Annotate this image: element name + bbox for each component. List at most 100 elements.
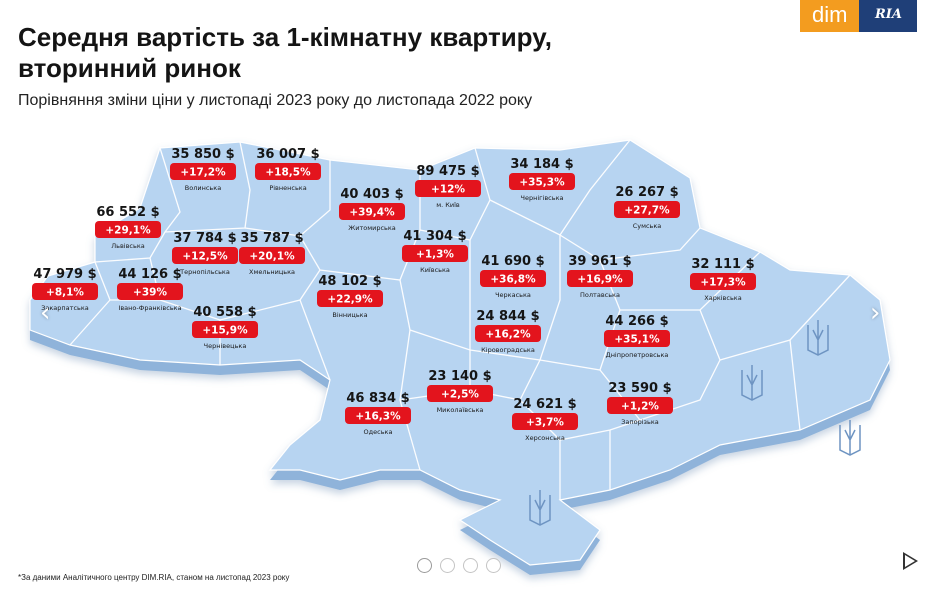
- region-label-kirovohrad: 24 844 $ +16,2% Кіровоградська: [475, 309, 541, 354]
- region-name: Вінницька: [332, 311, 367, 319]
- region-label-mykolaiv: 23 140 $ +2,5% Миколаївська: [427, 369, 493, 414]
- change-badge: [345, 407, 411, 424]
- region-label-kharkiv: 32 111 $ +17,3% Харківська: [690, 257, 756, 302]
- change-badge: [567, 270, 633, 287]
- region-name: Черкаська: [495, 291, 531, 299]
- page-subtitle: Порівняння зміни ціни у листопаді 2023 р…: [18, 92, 533, 109]
- region-change: +1,2%: [621, 401, 659, 413]
- region-change: +2,5%: [441, 389, 479, 401]
- region-price: 24 621 $: [513, 397, 576, 412]
- region-change: +27,7%: [624, 205, 670, 217]
- region-price: 35 850 $: [171, 147, 234, 162]
- region-price: 40 558 $: [193, 305, 256, 320]
- change-badge: [172, 247, 238, 264]
- region-name: Чернівецька: [204, 342, 247, 350]
- region-change: +16,2%: [485, 329, 531, 341]
- region-label-khmelnytskyi: 35 787 $ +20,1% Хмельницька: [239, 231, 305, 276]
- region-name: Запорізька: [621, 418, 659, 426]
- region-label-kyiv-city: 89 475 $ +12% м. Київ: [415, 164, 481, 209]
- map-top-surface: [29, 139, 891, 566]
- carousel-dot-1[interactable]: [417, 558, 432, 573]
- region-name: Хмельницька: [249, 268, 295, 276]
- region-name: Львівська: [111, 242, 145, 250]
- change-badge: [402, 245, 468, 262]
- region-price: 44 266 $: [605, 314, 668, 329]
- logo-dim: dim: [800, 0, 860, 32]
- carousel-dot-4[interactable]: [486, 558, 501, 573]
- region-label-ternopil: 37 784 $ +12,5% Тернопільська: [172, 231, 238, 276]
- region-price: 24 844 $: [476, 309, 539, 324]
- change-badge: [170, 163, 236, 180]
- change-badge: [339, 203, 405, 220]
- region-label-odesa: 46 834 $ +16,3% Одеська: [345, 391, 411, 436]
- region-change: +35,1%: [614, 334, 660, 346]
- region-name: Полтавська: [580, 291, 620, 299]
- change-badge: [415, 180, 481, 197]
- region-price: 46 834 $: [346, 391, 409, 406]
- region-name: Харківська: [704, 294, 741, 302]
- region-labels: 35 850 $ +17,2% Волинська 36 007 $ +18,5% Рів…: [32, 147, 756, 442]
- carousel-dot-3[interactable]: [463, 558, 478, 573]
- change-badge: [427, 385, 493, 402]
- play-icon[interactable]: [903, 552, 918, 570]
- region-change: +39%: [133, 287, 167, 299]
- region-label-lviv: 66 552 $ +29,1% Львівська: [95, 205, 161, 250]
- region-change: +39,4%: [349, 207, 395, 219]
- region-name: м. Київ: [436, 201, 460, 209]
- change-badge: [512, 413, 578, 430]
- region-name: Миколаївська: [437, 406, 484, 414]
- change-badge: [475, 325, 541, 342]
- region-label-zhytomyr: 40 403 $ +39,4% Житомирська: [339, 187, 405, 232]
- region-name: Київська: [420, 266, 450, 274]
- region-price: 34 184 $: [510, 157, 573, 172]
- carousel-dots: [417, 558, 501, 573]
- region-change: +17,3%: [700, 277, 746, 289]
- region-price: 41 690 $: [481, 254, 544, 269]
- region-change: +3,7%: [526, 417, 564, 429]
- region-name: Кіровоградська: [481, 346, 535, 354]
- region-name: Одеська: [364, 428, 393, 436]
- region-change: +20,1%: [249, 251, 295, 263]
- carousel-next-arrow[interactable]: ›: [870, 298, 881, 328]
- region-label-vinnytsia: 48 102 $ +22,9% Вінницька: [317, 274, 383, 319]
- region-label-kherson: 24 621 $ +3,7% Херсонська: [512, 397, 578, 442]
- region-label-rivne: 36 007 $ +18,5% Рівненська: [255, 147, 321, 192]
- region-name: Дніпропетровська: [606, 351, 669, 359]
- region-label-poltava: 39 961 $ +16,9% Полтавська: [567, 254, 633, 299]
- tryzub-icon: [529, 490, 551, 526]
- region-price: 36 007 $: [256, 147, 319, 162]
- region-change: +36,8%: [490, 274, 536, 286]
- title-line-2: вторинний ринок: [18, 53, 241, 83]
- region-label-ivano-frankivsk: 44 126 $ +39% Івано-Франківська: [117, 267, 183, 312]
- change-badge: [32, 283, 98, 300]
- region-price: 89 475 $: [416, 164, 479, 179]
- change-badge: [192, 321, 258, 338]
- region-change: +29,1%: [105, 225, 151, 237]
- carousel-dot-2[interactable]: [440, 558, 455, 573]
- region-name: Чернігівська: [520, 194, 563, 202]
- region-change: +12,5%: [182, 251, 228, 263]
- region-change: +35,3%: [519, 177, 565, 189]
- region-change: +17,2%: [180, 167, 226, 179]
- region-price: 44 126 $: [118, 267, 181, 282]
- tryzub-icon: [741, 365, 763, 401]
- region-name: Херсонська: [525, 434, 565, 442]
- region-change: +22,9%: [327, 294, 373, 306]
- carousel-prev-arrow[interactable]: ‹: [40, 298, 51, 328]
- region-label-sumy: 26 267 $ +27,7% Сумська: [614, 185, 680, 230]
- logo-ria: RIA: [859, 0, 918, 32]
- change-badge: [604, 330, 670, 347]
- change-badge: [95, 221, 161, 238]
- region-change: +12%: [431, 184, 465, 196]
- region-name: Івано-Франківська: [118, 304, 181, 312]
- region-label-dnipro: 44 266 $ +35,1% Дніпропетровська: [604, 314, 670, 359]
- change-badge: [317, 290, 383, 307]
- tryzub-icon: [807, 320, 829, 356]
- region-price: 47 979 $: [33, 267, 96, 282]
- region-name: Рівненська: [269, 184, 306, 192]
- region-label-volyn: 35 850 $ +17,2% Волинська: [170, 147, 236, 192]
- title-line-1: Середня вартість за 1-кімнатну квартиру,: [18, 22, 552, 52]
- region-change: +16,3%: [355, 411, 401, 423]
